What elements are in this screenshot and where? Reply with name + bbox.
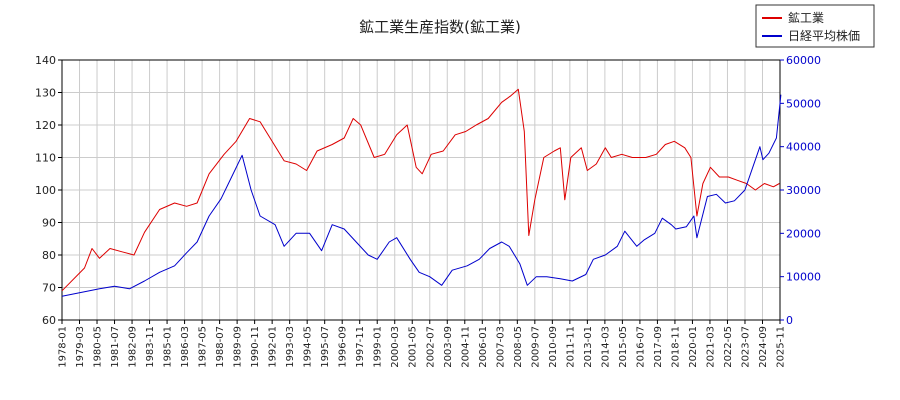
x-tick-label: 2025-11: [776, 326, 787, 368]
x-tick-label: 2017-09: [653, 326, 664, 368]
x-tick-label: 2015-05: [618, 326, 629, 368]
x-axis: 1978-01 1979-03 1980-05 1981-07 1982-09 1983-…: [58, 320, 787, 368]
x-tick-label: 2011-11: [565, 326, 576, 368]
x-tick-label: 1982-09: [128, 326, 139, 368]
left-tick-label: 130: [35, 87, 56, 100]
chart-title: 鉱工業生産指数(鉱工業): [359, 18, 521, 36]
x-tick-label: 2004-11: [460, 326, 471, 368]
x-tick-label: 1990-11: [250, 326, 261, 368]
x-tick-label: 2020-01: [688, 326, 699, 368]
grid-layer: [61, 59, 781, 321]
x-tick-label: 1986-03: [180, 326, 191, 368]
left-tick-label: 100: [35, 184, 56, 197]
left-tick-label: 120: [35, 119, 56, 132]
right-tick-label: 30000: [786, 184, 821, 197]
x-tick-label: 2013-01: [583, 326, 594, 368]
x-tick-label: 2002-07: [425, 326, 436, 368]
right-tick-label: 10000: [786, 271, 821, 284]
x-tick-label: 2009-07: [530, 326, 541, 368]
x-tick-label: 1997-11: [355, 326, 366, 368]
x-tick-label: 1987-05: [198, 326, 209, 368]
series-layer: [61, 88, 782, 297]
x-tick-label: 1993-03: [285, 326, 296, 368]
x-tick-label: 1996-09: [338, 326, 349, 368]
x-tick-label: 2022-05: [723, 326, 734, 368]
legend-label: 日経平均株価: [788, 28, 860, 43]
x-tick-label: 2014-03: [600, 326, 611, 368]
right-tick-label: 20000: [786, 227, 821, 240]
x-tick-label: 1992-01: [268, 326, 279, 368]
x-tick-label: 1981-07: [110, 326, 121, 368]
right-tick-label: 60000: [786, 54, 821, 67]
x-tick-label: 2016-07: [635, 326, 646, 368]
x-tick-label: 2018-11: [670, 326, 681, 368]
x-tick-label: 2007-03: [495, 326, 506, 368]
x-tick-label: 2000-03: [390, 326, 401, 368]
left-axis: 60 70 80 90 100 110 120 130 140: [35, 54, 62, 327]
right-axis: 0 10000 20000 30000 40000 50000 60000: [780, 54, 821, 327]
right-tick-label: 0: [786, 314, 793, 327]
x-tick-label: 1994-05: [303, 326, 314, 368]
x-tick-label: 1983-11: [145, 326, 156, 368]
left-tick-label: 90: [42, 217, 56, 230]
x-tick-label: 2021-03: [705, 326, 716, 368]
x-tick-label: 1978-01: [58, 326, 69, 368]
left-tick-label: 140: [35, 54, 56, 67]
x-tick-label: 1999-01: [373, 326, 384, 368]
x-tick-label: 1979-03: [75, 326, 86, 368]
series-line-2: [61, 94, 782, 297]
x-tick-label: 2008-05: [513, 326, 524, 368]
legend-label: 鉱工業: [788, 10, 824, 25]
x-tick-label: 1988-07: [215, 326, 226, 368]
x-tick-label: 1995-07: [320, 326, 331, 368]
x-tick-label: 1989-09: [233, 326, 244, 368]
left-tick-label: 110: [35, 152, 56, 165]
right-tick-label: 50000: [786, 97, 821, 110]
x-tick-label: 2001-05: [408, 326, 419, 368]
x-tick-label: 2006-01: [478, 326, 489, 368]
x-tick-label: 2023-07: [740, 326, 751, 368]
x-tick-label: 2010-09: [548, 326, 559, 368]
right-tick-label: 40000: [786, 141, 821, 154]
x-tick-label: 2024-09: [758, 326, 769, 368]
left-tick-label: 80: [42, 249, 56, 262]
x-tick-label: 1985-01: [163, 326, 174, 368]
left-tick-label: 60: [42, 314, 56, 327]
series-line-1: [61, 88, 780, 292]
x-tick-label: 1980-05: [93, 326, 104, 368]
left-tick-label: 70: [42, 282, 56, 295]
x-tick-label: 2003-09: [443, 326, 454, 368]
legend-box: [755, 4, 875, 48]
